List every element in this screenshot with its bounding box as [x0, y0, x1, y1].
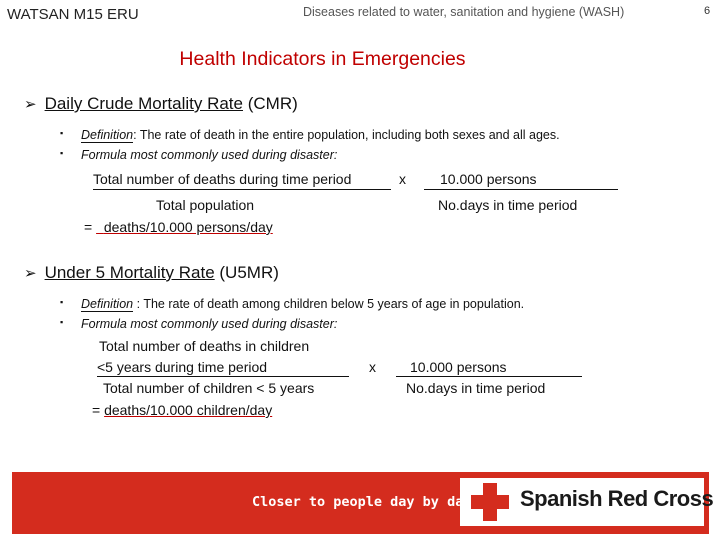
u5mr-heading-abbr: (U5MR) — [219, 263, 279, 282]
u5mr-times-sign: x — [369, 359, 376, 375]
u5mr-result: = deaths/10.000 children/day — [92, 402, 272, 418]
u5mr-heading-main: Under 5 Mortality Rate — [44, 263, 215, 282]
cmr-heading-main: Daily Crude Mortality Rate — [44, 94, 243, 113]
u5mr-multiplier-top: 10.000 persons — [396, 359, 582, 377]
cmr-numerator: Total number of deaths during time perio… — [93, 171, 391, 190]
u5mr-formula-intro-text: Formula most commonly used during disast… — [81, 317, 338, 331]
u5mr-definition-label: Definition — [81, 297, 134, 312]
cmr-heading-abbr: (CMR) — [247, 94, 298, 113]
u5mr-formula-intro: ▪ Formula most commonly used during disas… — [60, 317, 338, 331]
cmr-definition-text: : The rate of death in the entire popula… — [133, 128, 560, 142]
u5mr-definition-text: : The rate of death among children below… — [133, 297, 525, 311]
cmr-formula-intro: ▪ Formula most commonly used during disas… — [60, 148, 338, 162]
u5mr-denominator: Total number of children < 5 years — [103, 380, 315, 396]
cmr-result-value: deaths/10.000 persons/day — [96, 219, 273, 235]
u5mr-numerator-line1: Total number of deaths in children — [99, 338, 310, 354]
bullet-icon: ▪ — [60, 297, 64, 307]
bullet-icon: ▪ — [60, 128, 64, 138]
page-title: Health Indicators in Emergencies — [179, 48, 466, 70]
cmr-heading: ➢ Daily Crude Mortality Rate (CMR) — [24, 94, 298, 114]
bullet-icon: ▪ — [60, 317, 64, 327]
u5mr-heading: ➢ Under 5 Mortality Rate (U5MR) — [24, 263, 279, 283]
organization-name: Spanish Red Cross — [520, 486, 714, 511]
cmr-definition: ▪ Definition: The rate of death in the en… — [60, 128, 560, 143]
cmr-formula-intro-text: Formula most commonly used during disast… — [81, 148, 338, 162]
cmr-definition-label: Definition — [81, 128, 134, 143]
u5mr-multiplier-bottom: No.days in time period — [406, 380, 546, 396]
arrow-bullet-icon: ➢ — [24, 265, 37, 282]
cmr-result-eq: = — [84, 219, 93, 235]
u5mr-definition: ▪ Definition : The rate of death among ch… — [60, 297, 525, 312]
red-cross-icon — [471, 483, 509, 521]
red-cross-horizontal — [471, 495, 509, 509]
cmr-multiplier-bottom: No.days in time period — [438, 197, 578, 213]
course-label: WATSAN M15 ERU — [7, 6, 139, 23]
cmr-result: = deaths/10.000 persons/day — [84, 219, 273, 235]
u5mr-numerator-line2: <5 years during time period — [97, 359, 349, 377]
page-number: 6 — [704, 5, 711, 17]
topic-label: Diseases related to water, sanitation an… — [303, 5, 625, 19]
u5mr-result-value: deaths/10.000 children/day — [104, 402, 273, 418]
cmr-multiplier-top: 10.000 persons — [424, 171, 618, 190]
cmr-times-sign: x — [399, 171, 406, 187]
bullet-icon: ▪ — [60, 148, 64, 158]
arrow-bullet-icon: ➢ — [24, 96, 37, 113]
u5mr-result-eq: = — [92, 402, 101, 418]
cmr-result-text: deaths/10.000 persons/day — [103, 219, 273, 235]
cmr-denominator: Total population — [156, 197, 255, 213]
footer-slogan: Closer to people day by day — [252, 494, 472, 510]
